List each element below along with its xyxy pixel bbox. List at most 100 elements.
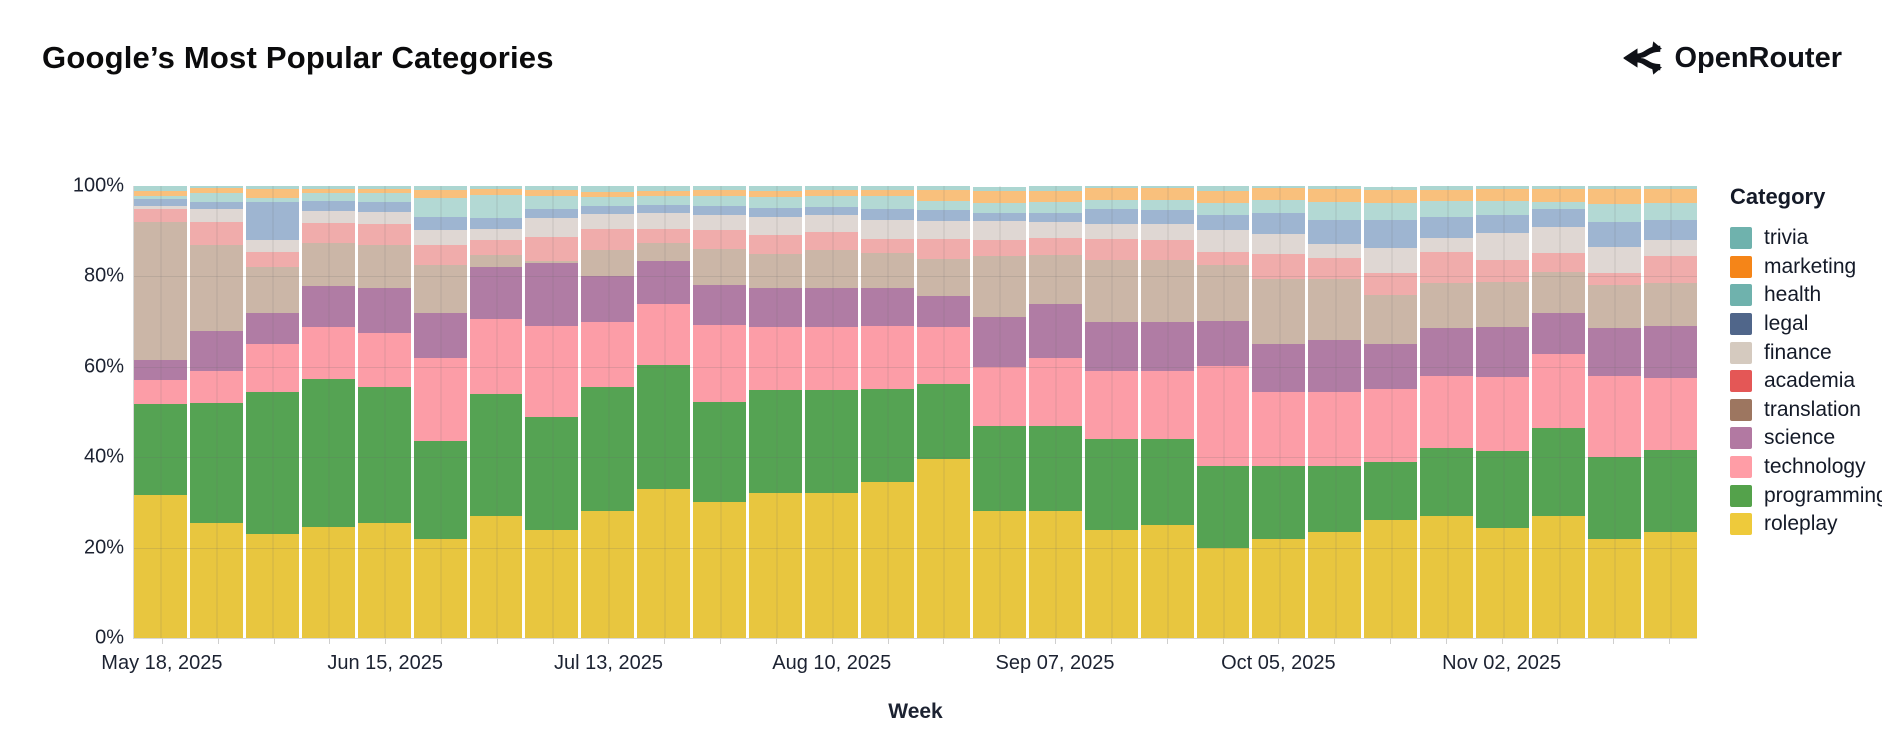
- bar-segment-technology[interactable]: [805, 326, 858, 390]
- bar-segment-finance[interactable]: [357, 211, 411, 225]
- bar-segment-roleplay[interactable]: [637, 488, 691, 638]
- bar-segment-academia[interactable]: [1196, 251, 1250, 265]
- bar-segment-health[interactable]: [134, 196, 187, 199]
- bar-segment-technology[interactable]: [469, 319, 523, 394]
- bar-segment-translation[interactable]: [749, 253, 803, 289]
- bar-segment-roleplay[interactable]: [413, 538, 467, 638]
- bar-segment-finance[interactable]: [301, 210, 355, 224]
- bar-segment-roleplay[interactable]: [860, 482, 914, 638]
- bar-segment-health[interactable]: [1587, 204, 1641, 222]
- bar-segment-marketing[interactable]: [525, 189, 579, 196]
- bar-segment-academia[interactable]: [1140, 239, 1194, 261]
- bar-segment-science[interactable]: [972, 317, 1026, 367]
- bar-segment-translation[interactable]: [1252, 278, 1306, 345]
- bar-segment-roleplay[interactable]: [134, 495, 187, 638]
- bar-segment-programming[interactable]: [413, 441, 467, 539]
- bar-segment-science[interactable]: [189, 330, 243, 372]
- bar-week[interactable]: [525, 185, 579, 638]
- bar-segment-translation[interactable]: [1364, 294, 1418, 345]
- bar-segment-programming[interactable]: [1420, 448, 1474, 516]
- bar-segment-technology[interactable]: [693, 325, 747, 403]
- bar-segment-roleplay[interactable]: [1196, 547, 1250, 638]
- bar-segment-roleplay[interactable]: [1587, 538, 1641, 638]
- bar-segment-academia[interactable]: [916, 238, 970, 259]
- bar-segment-legal[interactable]: [1643, 219, 1697, 240]
- bar-segment-programming[interactable]: [860, 389, 914, 483]
- bar-segment-academia[interactable]: [1308, 258, 1362, 279]
- bar-week[interactable]: [1587, 186, 1641, 638]
- bar-segment-health[interactable]: [1084, 200, 1138, 210]
- bar-segment-translation[interactable]: [1532, 272, 1585, 314]
- bar-segment-trivia[interactable]: [1252, 186, 1306, 189]
- bar-segment-legal[interactable]: [637, 205, 691, 213]
- bar-segment-marketing[interactable]: [1308, 189, 1362, 202]
- bar-segment-legal[interactable]: [1476, 214, 1530, 234]
- bar-segment-programming[interactable]: [189, 402, 243, 523]
- bar-segment-finance[interactable]: [1308, 243, 1362, 259]
- bar-segment-science[interactable]: [860, 287, 914, 327]
- bar-segment-technology[interactable]: [749, 326, 803, 390]
- bar-segment-legal[interactable]: [1252, 213, 1306, 234]
- bar-segment-science[interactable]: [581, 276, 635, 322]
- bar-segment-finance[interactable]: [1364, 247, 1418, 273]
- bar-segment-legal[interactable]: [1532, 208, 1585, 228]
- bar-segment-technology[interactable]: [860, 326, 914, 390]
- bar-segment-academia[interactable]: [749, 235, 803, 254]
- bar-segment-science[interactable]: [1252, 344, 1306, 392]
- bar-segment-marketing[interactable]: [1364, 189, 1418, 203]
- bar-segment-trivia[interactable]: [693, 186, 747, 191]
- bar-segment-translation[interactable]: [189, 244, 243, 331]
- bar-segment-legal[interactable]: [525, 208, 579, 218]
- bar-segment-academia[interactable]: [972, 239, 1026, 257]
- bar-segment-science[interactable]: [1476, 327, 1530, 377]
- bar-segment-trivia[interactable]: [301, 186, 355, 189]
- bar-segment-translation[interactable]: [134, 222, 187, 361]
- bar-segment-science[interactable]: [1140, 321, 1194, 372]
- bar-week[interactable]: [1420, 186, 1474, 638]
- bar-segment-health[interactable]: [1308, 201, 1362, 220]
- bar-segment-roleplay[interactable]: [1028, 511, 1082, 638]
- bar-segment-trivia[interactable]: [1196, 186, 1250, 191]
- bar-segment-academia[interactable]: [1084, 239, 1138, 261]
- bar-segment-trivia[interactable]: [1308, 186, 1362, 190]
- bar-segment-roleplay[interactable]: [972, 511, 1026, 638]
- bar-segment-trivia[interactable]: [413, 186, 467, 190]
- bar-segment-technology[interactable]: [581, 321, 635, 388]
- bar-segment-science[interactable]: [1084, 321, 1138, 372]
- bar-week[interactable]: [301, 186, 355, 638]
- bar-segment-translation[interactable]: [805, 249, 858, 289]
- bar-segment-legal[interactable]: [693, 205, 747, 215]
- bar-segment-finance[interactable]: [860, 219, 914, 240]
- bar-segment-trivia[interactable]: [1364, 186, 1418, 190]
- bar-segment-trivia[interactable]: [245, 186, 299, 190]
- bar-segment-marketing[interactable]: [805, 190, 858, 197]
- bar-segment-finance[interactable]: [1476, 233, 1530, 261]
- bar-segment-translation[interactable]: [1308, 278, 1362, 340]
- bar-segment-trivia[interactable]: [1476, 186, 1530, 190]
- bar-week[interactable]: [134, 186, 187, 638]
- bar-segment-roleplay[interactable]: [301, 527, 355, 638]
- bar-segment-science[interactable]: [1532, 313, 1585, 354]
- bar-segment-academia[interactable]: [1420, 252, 1474, 284]
- bar-segment-academia[interactable]: [1364, 272, 1418, 295]
- bar-segment-technology[interactable]: [1420, 375, 1474, 449]
- bar-segment-trivia[interactable]: [1028, 186, 1082, 191]
- bar-week[interactable]: [581, 186, 635, 638]
- bar-segment-health[interactable]: [525, 195, 579, 209]
- bar-segment-trivia[interactable]: [916, 186, 970, 190]
- bar-segment-programming[interactable]: [1252, 466, 1306, 539]
- bar-segment-health[interactable]: [637, 196, 691, 206]
- bar-segment-health[interactable]: [1140, 200, 1194, 211]
- bar-segment-finance[interactable]: [413, 229, 467, 245]
- bar-segment-translation[interactable]: [581, 250, 635, 277]
- bar-week[interactable]: [357, 186, 411, 638]
- bar-segment-legal[interactable]: [1084, 209, 1138, 225]
- bar-segment-trivia[interactable]: [357, 186, 411, 189]
- bar-week[interactable]: [469, 186, 523, 638]
- bar-segment-technology[interactable]: [301, 327, 355, 380]
- bar-segment-science[interactable]: [525, 263, 579, 327]
- bar-segment-academia[interactable]: [1532, 253, 1585, 273]
- bar-segment-academia[interactable]: [134, 208, 187, 223]
- bar-segment-academia[interactable]: [1587, 273, 1641, 286]
- bar-segment-marketing[interactable]: [916, 189, 970, 201]
